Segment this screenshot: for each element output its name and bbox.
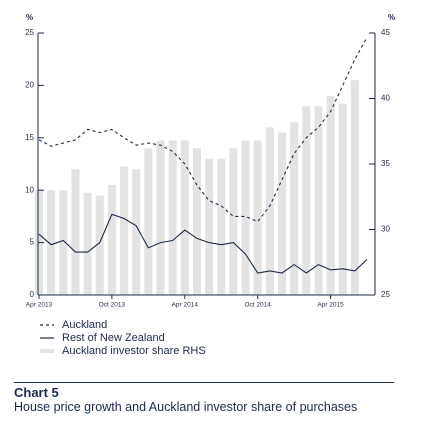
y2-tick-label: 25 (381, 290, 390, 299)
bar (265, 127, 274, 295)
x-tick-label: Apr 2013 (26, 302, 53, 309)
y-tick-label: 20 (25, 81, 34, 90)
y2-tick-label: 40 (381, 94, 390, 103)
legend-label: Rest of New Zealand (62, 332, 165, 344)
y-tick-label: 5 (30, 238, 35, 247)
chart-label: Chart 5 (14, 385, 59, 400)
bar (241, 140, 250, 295)
caption: Chart 5 House price growth and Auckland … (14, 382, 394, 414)
bar (168, 140, 177, 295)
x-tick-label: Apr 2014 (172, 302, 199, 309)
bar (229, 148, 238, 295)
y2-tick-label: 35 (381, 159, 390, 168)
bar (253, 140, 262, 295)
x-tick-label: Oct 2013 (99, 302, 126, 309)
bar (83, 192, 92, 295)
bar (132, 169, 141, 295)
x-tick-label: Oct 2014 (245, 302, 272, 309)
y-tick-label: 10 (25, 185, 34, 194)
line (38, 36, 368, 223)
bar (95, 195, 104, 295)
y-axis-label: % (26, 13, 33, 22)
bar (47, 190, 56, 295)
y-tick-label: 25 (25, 28, 34, 37)
bar (314, 106, 323, 295)
bar (144, 148, 153, 295)
y2-tick-label: 30 (381, 225, 390, 234)
legend-label: Auckland investor share RHS (62, 345, 206, 357)
bar (326, 95, 335, 295)
bar (290, 122, 299, 295)
bar (302, 106, 311, 295)
bar (350, 80, 359, 295)
legend-label: Auckland (62, 319, 107, 331)
y-tick-label: 0 (30, 290, 35, 299)
bar (278, 132, 286, 295)
x-tick-label: Apr 2015 (317, 302, 344, 309)
bar (120, 166, 129, 295)
bar (71, 169, 80, 295)
y-tick-label: 15 (25, 133, 34, 142)
chart: % % 0 5 10 15 20 25 25 30 35 40 45 Apr 2013 Oct 2013… (25, 13, 395, 357)
bar (156, 140, 165, 295)
bar (180, 140, 189, 295)
chart-caption: House price growth and Auckland investor… (14, 400, 358, 414)
bar (107, 184, 116, 295)
bar (59, 190, 68, 295)
bar (338, 103, 347, 296)
legend-swatch (40, 349, 54, 353)
line (38, 213, 368, 274)
y2-tick-label: 45 (381, 28, 390, 37)
bar (217, 158, 226, 295)
bar (192, 148, 201, 295)
bar (205, 158, 214, 295)
y2-axis-label: % (388, 13, 395, 22)
